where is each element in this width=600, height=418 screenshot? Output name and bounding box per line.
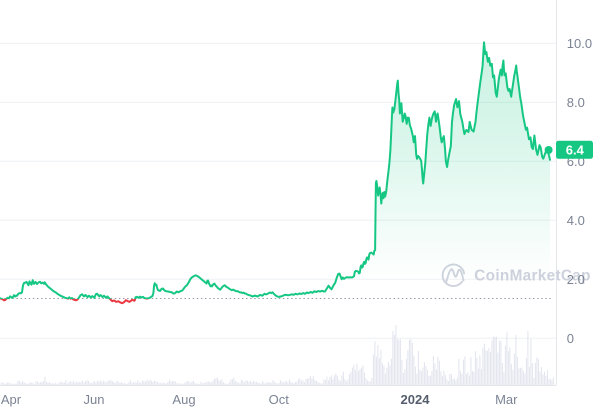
svg-text:2024: 2024 — [401, 392, 431, 407]
svg-text:2.0: 2.0 — [567, 272, 585, 287]
svg-text:0: 0 — [567, 331, 574, 346]
svg-text:Mar: Mar — [495, 392, 518, 407]
svg-text:Apr: Apr — [1, 392, 22, 407]
svg-text:Jun: Jun — [84, 392, 105, 407]
svg-text:Aug: Aug — [172, 392, 195, 407]
svg-text:Oct: Oct — [269, 392, 290, 407]
svg-text:4.0: 4.0 — [567, 213, 585, 228]
svg-text:6.4: 6.4 — [566, 143, 585, 158]
svg-text:10.0: 10.0 — [567, 36, 592, 51]
svg-text:8.0: 8.0 — [567, 95, 585, 110]
